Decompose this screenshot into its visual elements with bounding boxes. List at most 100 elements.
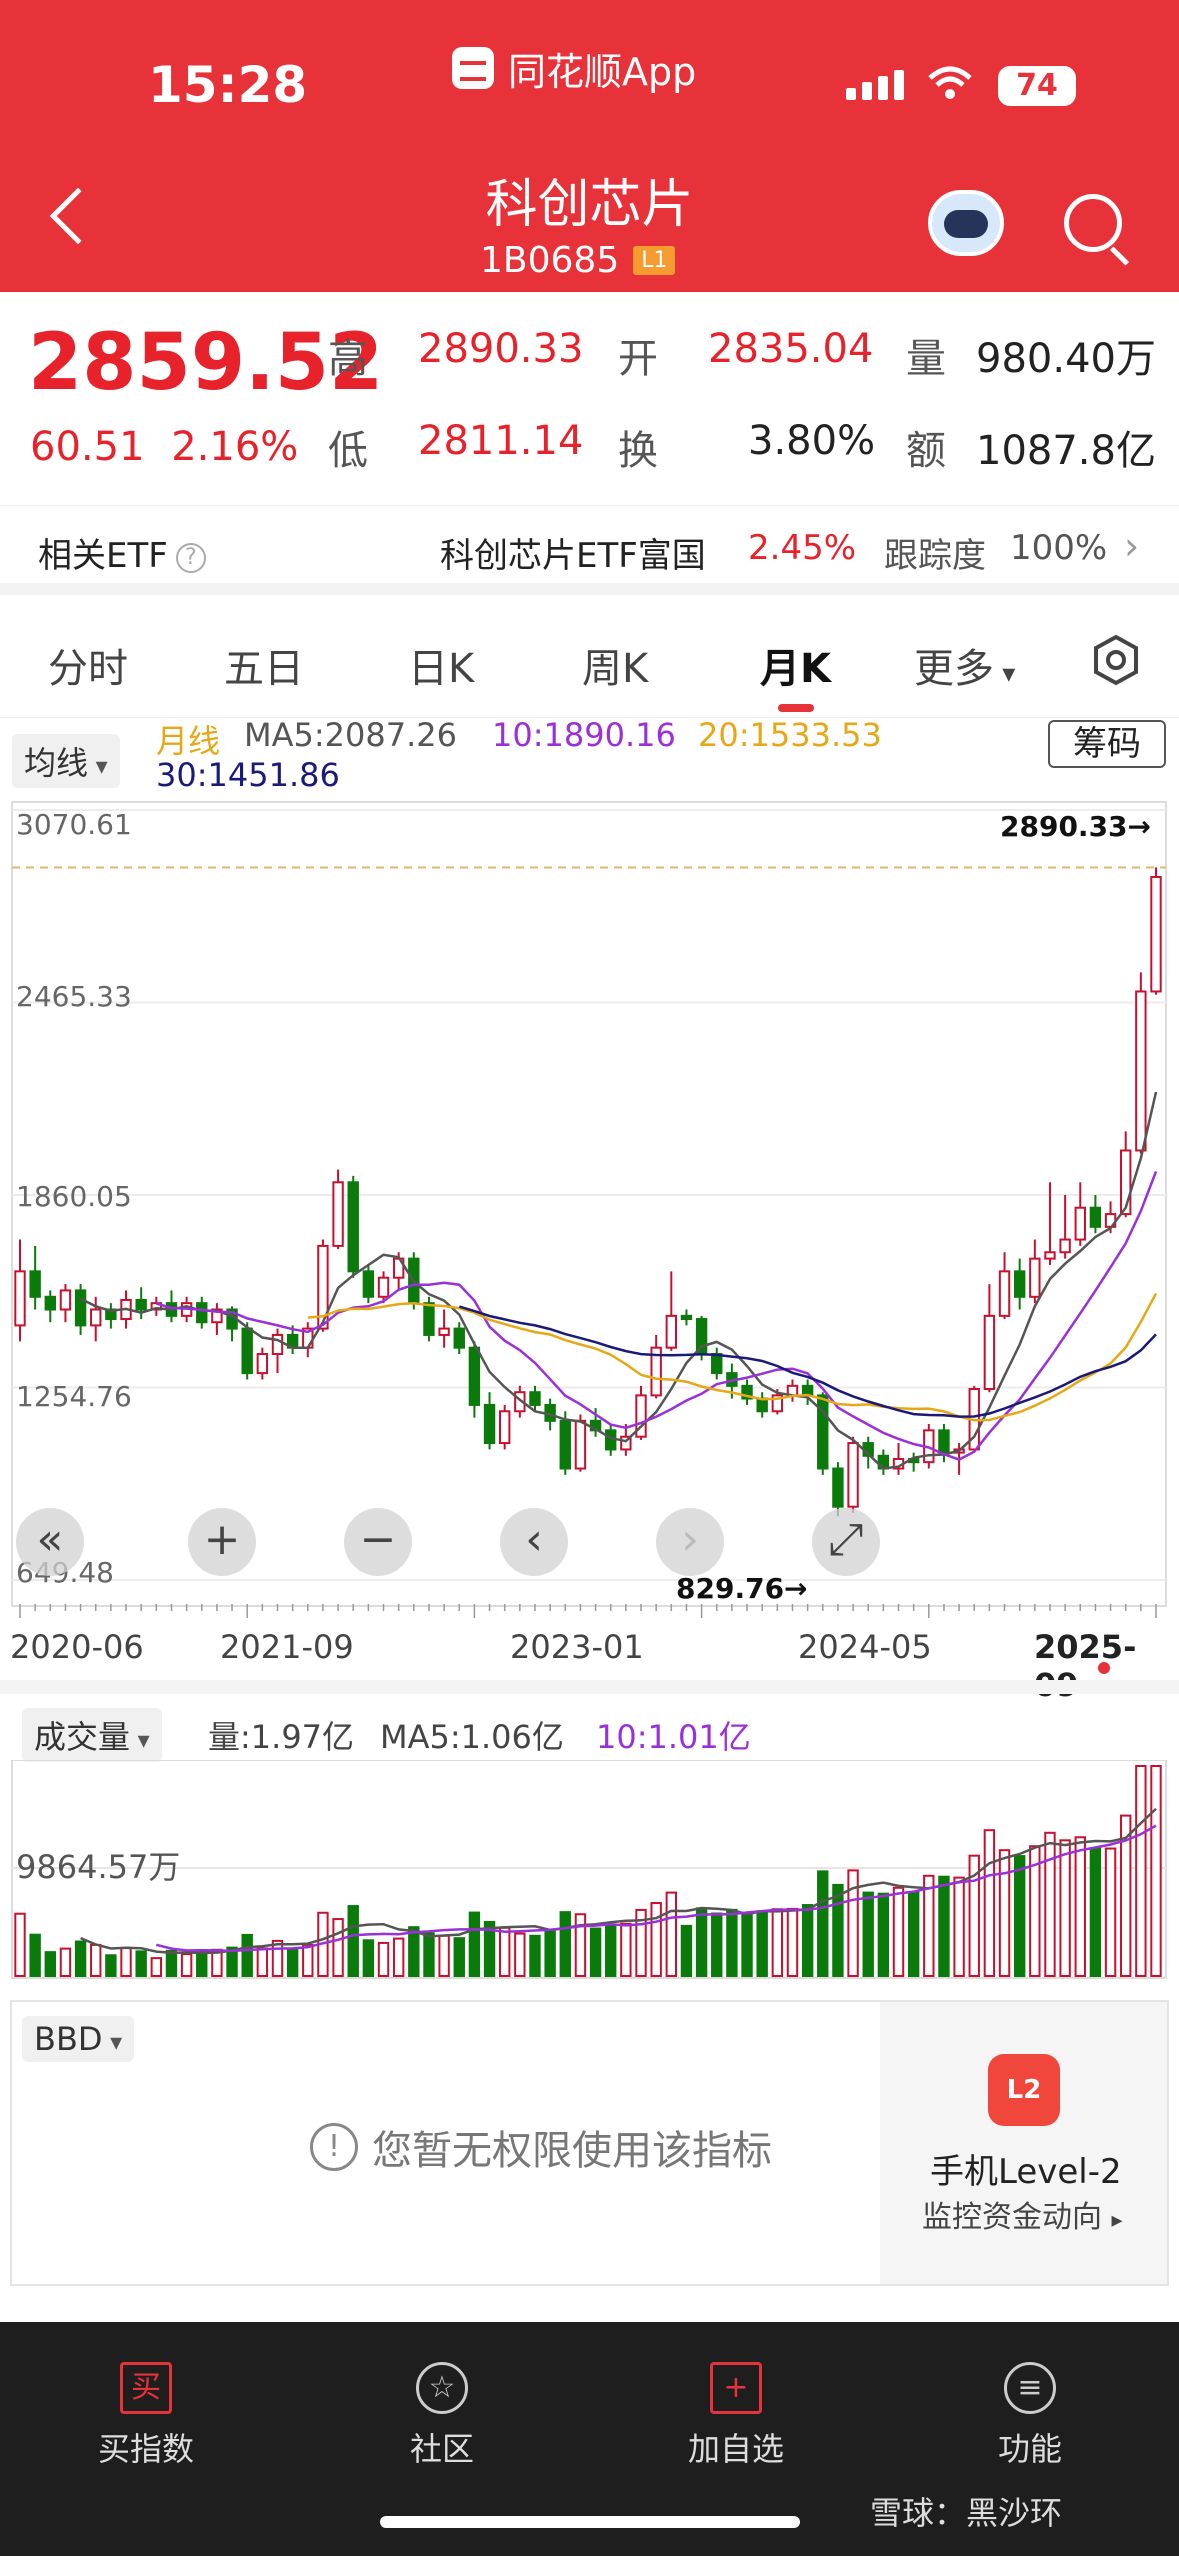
candle-body (1059, 1238, 1071, 1254)
date-label-2: 2021-09 (220, 1628, 354, 1666)
candle-body (529, 1391, 541, 1406)
related-etf-row[interactable]: 相关ETF? 科创芯片ETF富国 2.45% 跟踪度 100% › (0, 505, 1179, 595)
scroll-right-button[interactable]: › (656, 1508, 724, 1576)
scroll-left-button[interactable]: ‹ (500, 1508, 568, 1576)
etf-name[interactable]: 科创芯片ETF富国 (440, 536, 706, 576)
volume-bar (165, 1949, 178, 1978)
candle-body (756, 1397, 768, 1413)
volume-bar (74, 1940, 87, 1977)
volume-ma5-line (80, 1807, 1157, 1955)
no-permission-text: 您暂无权限使用该指标 (372, 2128, 772, 2174)
volume-bar (120, 1947, 132, 1977)
level2-subtitle: 监控资金动向 ▸ (922, 2200, 1123, 2235)
volume-chart[interactable] (0, 1760, 1179, 1980)
volume-bar (544, 1929, 556, 1977)
volume-bar (514, 1932, 526, 1978)
bbd-selector[interactable]: BBD (22, 2016, 135, 2062)
quote-panel: 2859.52 60.51 2.16% 高 2890.33 开 2835.04 … (0, 292, 1179, 502)
exclamation-icon: ! (310, 2123, 358, 2171)
volume-bar (620, 1922, 632, 1977)
volume-bar (332, 1918, 344, 1977)
candle-body (1120, 1149, 1132, 1216)
level2-title: 手机Level-2 (930, 2152, 1122, 2192)
candle-body (377, 1276, 390, 1298)
volume-bar (907, 1891, 920, 1977)
robot-assistant-icon[interactable] (928, 190, 1004, 256)
candle-body (211, 1308, 223, 1324)
period-tabs: 分时 五日 日K 周K 月K 更多 ▾ (0, 608, 1179, 718)
active-tab-indicator (778, 704, 814, 712)
y-axis-label-2: 2465.33 (16, 980, 132, 1013)
settings-hexagon-icon[interactable] (1090, 634, 1142, 686)
volume-ma10: 10:1.01亿 (596, 1718, 751, 1756)
fullscreen-button[interactable]: ⤢ (812, 1508, 880, 1576)
tab-add-watchlist[interactable]: + 加自选 (646, 2340, 826, 2470)
candle-body (1074, 1206, 1086, 1241)
candle-body (635, 1394, 647, 1438)
volume-ma5: MA5:1.06亿 (380, 1718, 564, 1756)
rewind-fast-button[interactable]: « (16, 1508, 84, 1576)
amount-label: 额 (906, 428, 946, 474)
candle-body (680, 1314, 693, 1321)
volume-bar (938, 1875, 950, 1977)
volume-bar (771, 1908, 784, 1977)
level2-icon: L2 (988, 2054, 1060, 2126)
volume-bar (286, 1948, 299, 1977)
volume-bar (483, 1920, 496, 1977)
battery-icon: 74 (998, 66, 1076, 106)
volume-bar (135, 1950, 147, 1977)
volume-bar (150, 1957, 163, 1977)
candle-body (468, 1346, 481, 1406)
candle-body (196, 1302, 208, 1324)
candle-body (832, 1467, 844, 1508)
volume-selector[interactable]: 成交量 (22, 1708, 162, 1762)
volume-bar (756, 1910, 768, 1977)
etf-percent: 2.45% (748, 528, 857, 568)
help-icon[interactable]: ? (175, 542, 206, 573)
candlestick-chart[interactable] (0, 800, 1179, 1610)
date-ticks (19, 1604, 1157, 1618)
app-logo-icon (452, 47, 494, 89)
tab-add-watchlist-label: 加自选 (687, 2430, 784, 2468)
volume-bar (438, 1934, 450, 1977)
ma30-line (458, 1305, 1157, 1418)
volume-current: 量:1.97亿 (208, 1718, 355, 1756)
volume-bar (1059, 1839, 1071, 1977)
ma5-line (80, 1091, 1158, 1470)
tab-five-day[interactable]: 五日 (224, 646, 304, 692)
candle-body (998, 1270, 1011, 1317)
tab-functions[interactable]: ≡ 功能 (940, 2340, 1120, 2470)
volume-bar (1135, 1765, 1147, 1977)
volume-bar (271, 1939, 284, 1978)
low-marker: 829.76→ (676, 1572, 808, 1605)
zoom-out-button[interactable]: − (344, 1508, 412, 1576)
tab-community[interactable]: ☆ 社区 (352, 2340, 532, 2470)
volume-bar (423, 1932, 435, 1978)
candle-body (483, 1403, 496, 1445)
chip-distribution-button[interactable]: 筹码 (1048, 720, 1166, 768)
chevron-right-icon: › (1124, 524, 1140, 568)
candle-body (1029, 1257, 1041, 1298)
tab-buy-index[interactable]: 买 买指数 (56, 2340, 236, 2470)
volume-bar (59, 1947, 72, 1978)
tab-more[interactable]: 更多 ▾ (914, 646, 1016, 692)
zoom-in-button[interactable]: + (188, 1508, 256, 1576)
tab-monthly-k[interactable]: 月K (760, 646, 831, 692)
etf-label-group: 相关ETF? (38, 528, 206, 577)
candle-body (498, 1410, 511, 1445)
tracking-value: 100% (1010, 528, 1108, 568)
page-subtitle: 1B0685 L1 (480, 240, 676, 281)
change-percent: 2.16% (171, 424, 299, 470)
ma-selector[interactable]: 均线 (12, 734, 120, 788)
candle-body (665, 1314, 678, 1349)
turnover-label: 换 (618, 428, 658, 474)
level2-promo[interactable] (880, 2002, 1167, 2284)
search-icon[interactable] (1064, 194, 1122, 252)
tab-daily-k[interactable]: 日K (408, 646, 475, 692)
app-back-pill[interactable]: 同花顺App (452, 44, 696, 94)
volume-bar (392, 1937, 405, 1977)
tab-intraday[interactable]: 分时 (48, 646, 128, 692)
tab-weekly-k[interactable]: 周K (582, 646, 649, 692)
change-value: 60.51 (30, 424, 145, 470)
volume-bar (923, 1874, 935, 1977)
